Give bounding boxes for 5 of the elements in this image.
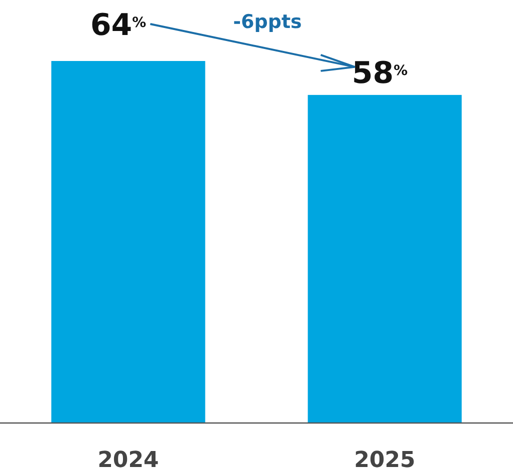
x-tick-label: 2025 <box>354 448 416 470</box>
data-label: 58$^{%}$ <box>352 56 408 91</box>
text: -6ppts <box>233 11 302 33</box>
x-tick-label: 2024 <box>98 448 159 470</box>
data-label: 64$^{%}$ <box>90 8 146 43</box>
